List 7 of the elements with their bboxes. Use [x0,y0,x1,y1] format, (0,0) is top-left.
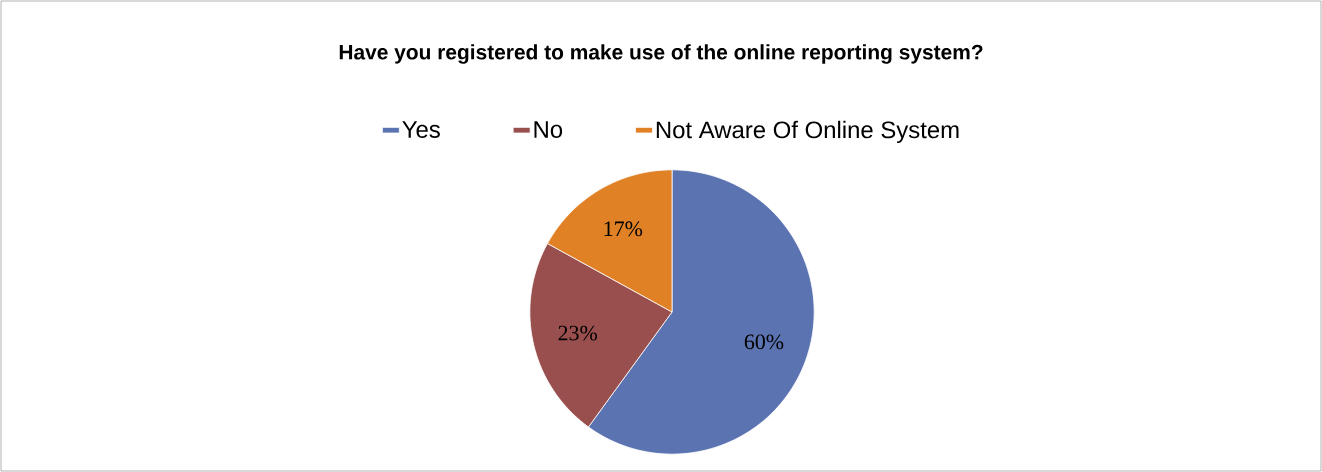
data-label: 23% [558,325,598,341]
legend-label: Yes [402,121,440,138]
chart-title: Have you registered to make use of the online reporting system? [339,44,983,64]
legend-label: Not Aware Of Online System [656,120,959,144]
data-label: 60% [744,334,784,350]
legend-label: No [534,121,563,138]
data-label: 17% [604,221,643,237]
